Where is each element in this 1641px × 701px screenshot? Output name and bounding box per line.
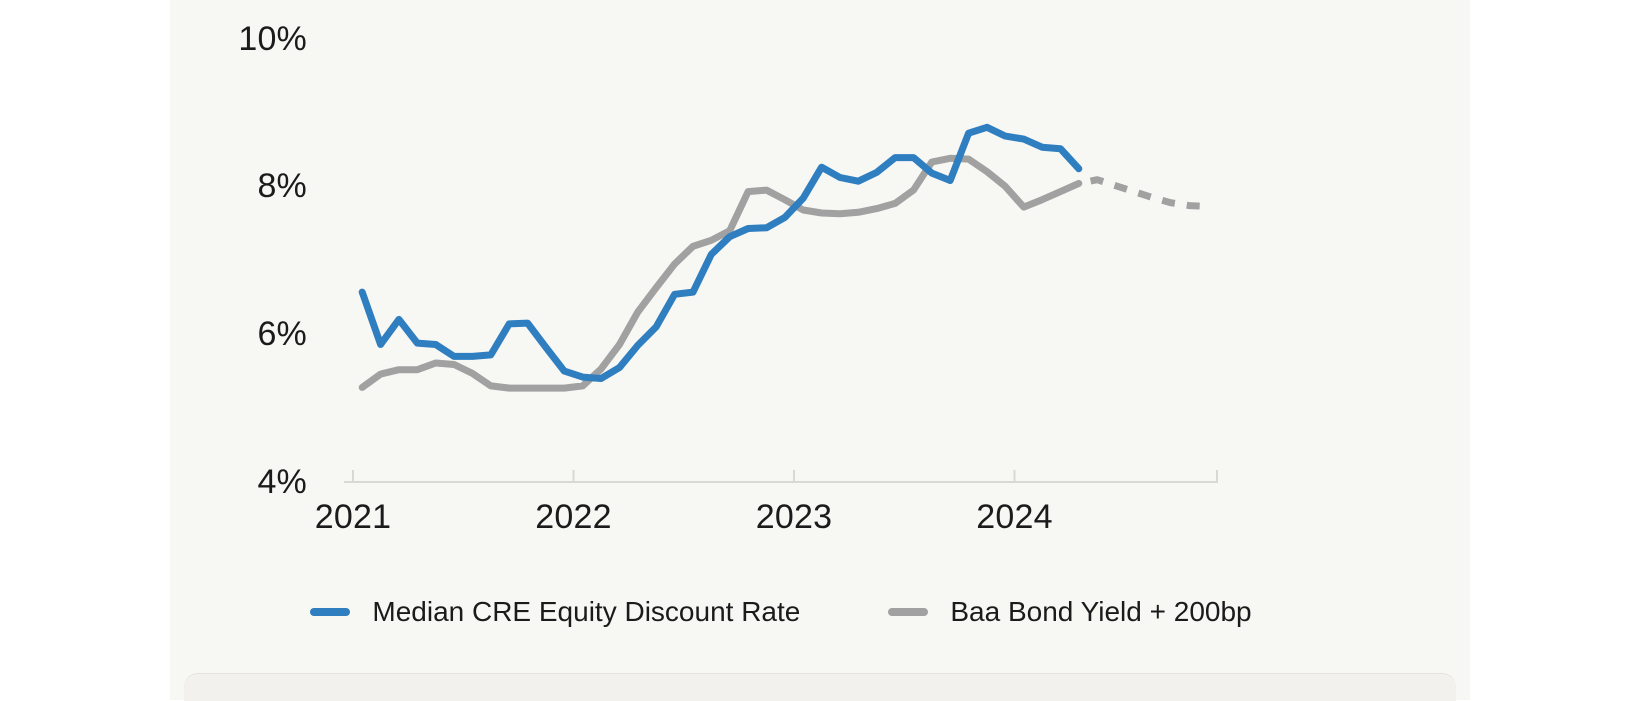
legend-item-baa-bond: Baa Bond Yield + 200bp [888,596,1252,627]
y-axis-label: 6% [257,315,307,354]
y-axis-label: 10% [238,19,307,58]
x-axis-label: 2021 [314,498,392,536]
legend-item-median-cre: Median CRE Equity Discount Rate [310,597,800,627]
x-axis-label: 2024 [976,498,1053,536]
plot-lines [358,123,1208,392]
gray-line-swatch-icon [888,608,929,616]
legend-label: Median CRE Equity Discount Rate [372,596,801,627]
x-axis-label: 2023 [755,498,833,536]
line-median-cre-equity-discount-rate [358,123,1083,382]
x-axis-label: 2022 [535,498,612,536]
y-axis-label: 8% [257,167,307,206]
legend-label: Baa Bond Yield + 200bp [950,596,1252,627]
chart-panel [170,0,1470,701]
y-axis-label: 4% [257,463,307,501]
chart-legend: Median CRE Equity Discount Rate Baa Bond… [310,597,1252,627]
blue-line-swatch-icon [310,608,351,616]
x-axis [344,470,1218,483]
line-baa-bond-yield-forecast [1078,176,1208,210]
next-card-top-edge [184,673,1456,701]
